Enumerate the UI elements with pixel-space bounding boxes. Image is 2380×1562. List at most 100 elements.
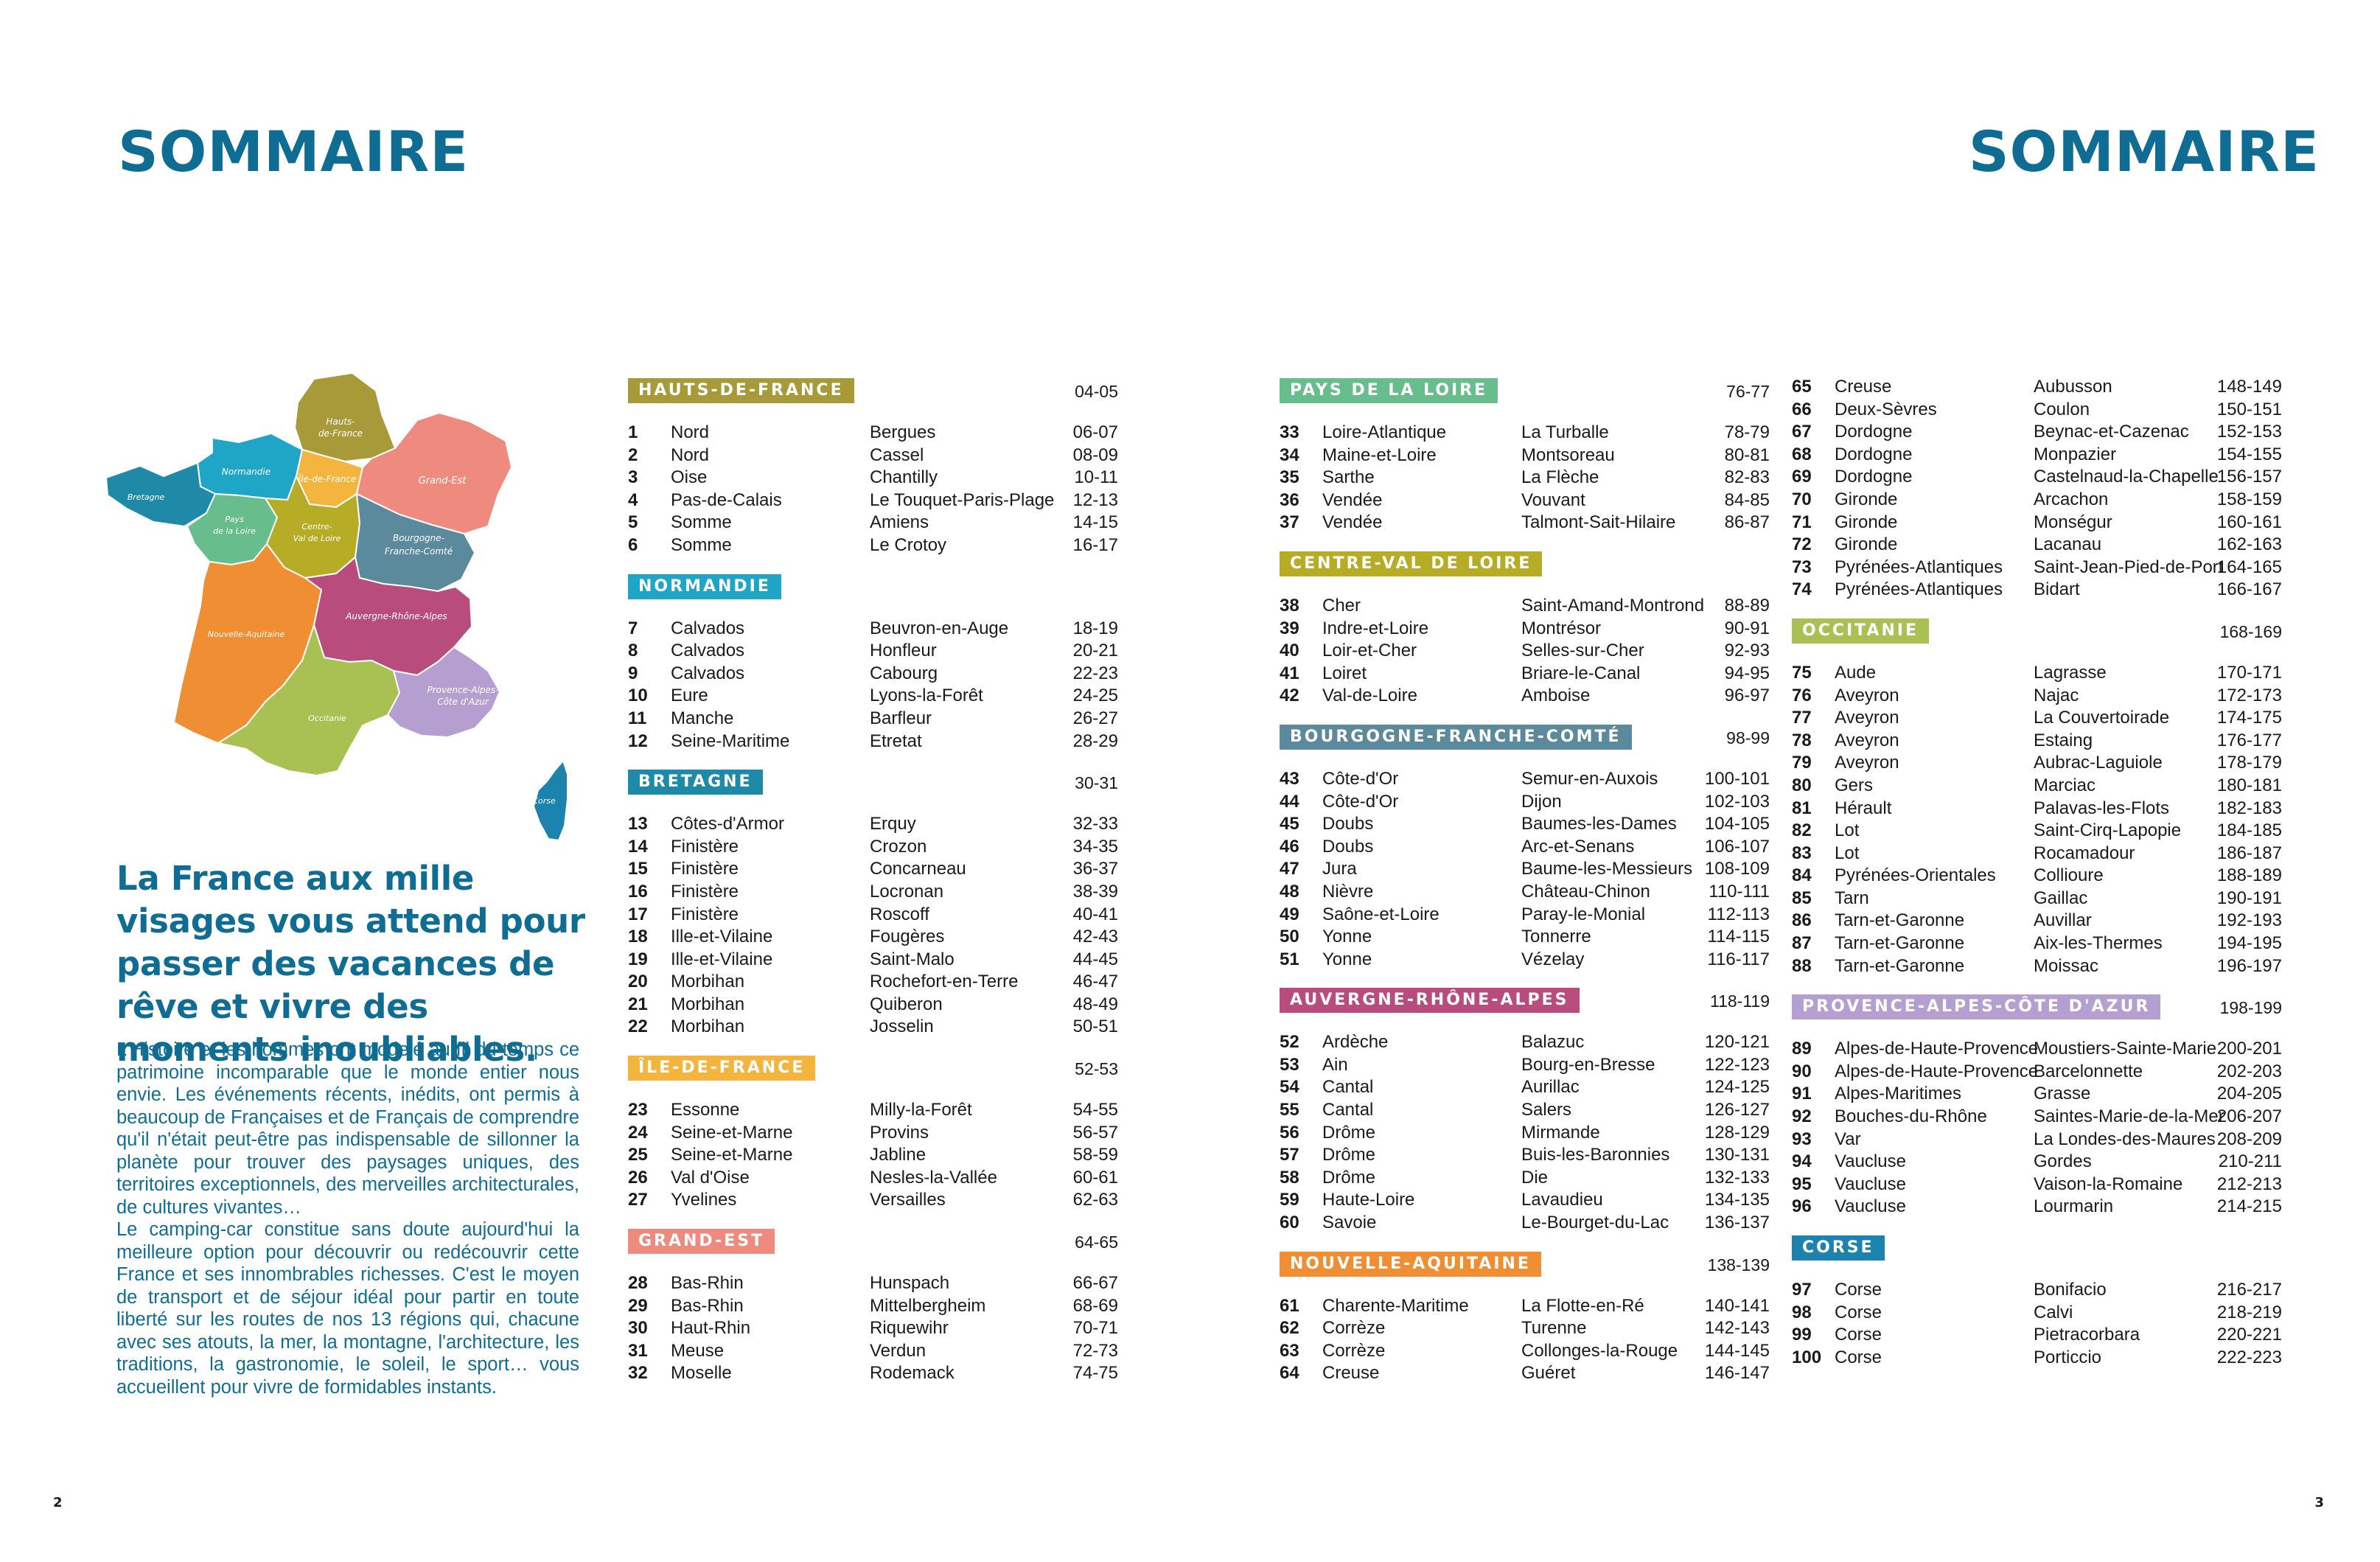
toc-entry[interactable]: 86 Tarn-et-Garonne Auvillar 192-193 (1792, 910, 2282, 932)
toc-entry[interactable]: 6 Somme Le Crotoy 16-17 (628, 534, 1118, 557)
toc-entry[interactable]: 23 Essonne Milly-la-Forêt 54-55 (628, 1099, 1118, 1122)
toc-entry[interactable]: 75 Aude Lagrasse 170-171 (1792, 662, 2282, 685)
toc-entry[interactable]: 38 Cher Saint-Amand-Montrond 88-89 (1280, 595, 1770, 618)
toc-entry[interactable]: 25 Seine-et-Marne Jabline 58-59 (628, 1144, 1118, 1167)
toc-entry[interactable]: 58 Drôme Die 132-133 (1280, 1167, 1770, 1190)
toc-entry[interactable]: 21 Morbihan Quiberon 48-49 (628, 994, 1118, 1017)
toc-entry[interactable]: 91 Alpes-Maritimes Grasse 204-205 (1792, 1083, 2282, 1106)
toc-entry[interactable]: 28 Bas-Rhin Hunspach 66-67 (628, 1272, 1118, 1295)
toc-entry[interactable]: 93 Var La Londes-des-Maures 208-209 (1792, 1129, 2282, 1151)
toc-entry[interactable]: 12 Seine-Maritime Etretat 28-29 (628, 731, 1118, 753)
toc-entry[interactable]: 83 Lot Rocamadour 186-187 (1792, 843, 2282, 865)
region-badge[interactable]: CENTRE-VAL DE LOIRE (1280, 551, 1543, 576)
toc-entry[interactable]: 64 Creuse Guéret 146-147 (1280, 1362, 1770, 1385)
toc-entry[interactable]: 7 Calvados Beuvron-en-Auge 18-19 (628, 618, 1118, 641)
toc-entry[interactable]: 60 Savoie Le-Bourget-du-Lac 136-137 (1280, 1212, 1770, 1235)
toc-entry[interactable]: 8 Calvados Honfleur 20-21 (628, 640, 1118, 663)
toc-entry[interactable]: 87 Tarn-et-Garonne Aix-les-Thermes 194-195 (1792, 932, 2282, 955)
toc-entry[interactable]: 73 Pyrénées-Atlantiques Saint-Jean-Pied-de… (1792, 557, 2282, 579)
toc-entry[interactable]: 66 Deux-Sèvres Coulon 150-151 (1792, 399, 2282, 422)
toc-entry[interactable]: 62 Corrèze Turenne 142-143 (1280, 1317, 1770, 1340)
toc-entry[interactable]: 31 Meuse Verdun 72-73 (628, 1340, 1118, 1363)
toc-entry[interactable]: 54 Cantal Aurillac 124-125 (1280, 1076, 1770, 1099)
toc-entry[interactable]: 95 Vaucluse Vaison-la-Romaine 212-213 (1792, 1174, 2282, 1196)
region-badge[interactable]: PAYS DE LA LOIRE (1280, 378, 1498, 403)
toc-entry[interactable]: 13 Côtes-d'Armor Erquy 32-33 (628, 813, 1118, 836)
toc-entry[interactable]: 97 Corse Bonifacio 216-217 (1792, 1279, 2282, 1302)
toc-entry[interactable]: 5 Somme Amiens 14-15 (628, 512, 1118, 534)
map-region-corse[interactable] (532, 759, 568, 842)
toc-entry[interactable]: 49 Saône-et-Loire Paray-le-Monial 112-113 (1280, 904, 1770, 927)
toc-entry[interactable]: 92 Bouches-du-Rhône Saintes-Marie-de-la-Me… (1792, 1106, 2282, 1129)
toc-entry[interactable]: 37 Vendée Talmont-Sait-Hilaire 86-87 (1280, 512, 1770, 534)
toc-entry[interactable]: 19 Ille-et-Vilaine Saint-Malo 44-45 (628, 949, 1118, 972)
region-badge[interactable]: AUVERGNE-RHÔNE-ALPES (1280, 988, 1580, 1014)
toc-entry[interactable]: 82 Lot Saint-Cirq-Lapopie 184-185 (1792, 820, 2282, 843)
toc-entry[interactable]: 34 Maine-et-Loire Montsoreau 80-81 (1280, 444, 1770, 467)
toc-entry[interactable]: 51 Yonne Vézelay 116-117 (1280, 949, 1770, 972)
toc-entry[interactable]: 30 Haut-Rhin Riquewihr 70-71 (628, 1317, 1118, 1340)
map-region-hauts-de-france[interactable] (293, 372, 397, 463)
toc-entry[interactable]: 79 Aveyron Aubrac-Laguiole 178-179 (1792, 752, 2282, 775)
toc-entry[interactable]: 61 Charente-Maritime La Flotte-en-Ré 140-14… (1280, 1295, 1770, 1318)
toc-entry[interactable]: 11 Manche Barfleur 26-27 (628, 708, 1118, 731)
toc-entry[interactable]: 56 Drôme Mirmande 128-129 (1280, 1122, 1770, 1145)
toc-entry[interactable]: 50 Yonne Tonnerre 114-115 (1280, 926, 1770, 949)
region-badge[interactable]: OCCITANIE (1792, 618, 1930, 644)
toc-entry[interactable]: 9 Calvados Cabourg 22-23 (628, 663, 1118, 686)
toc-entry[interactable]: 44 Côte-d'Or Dijon 102-103 (1280, 791, 1770, 814)
toc-entry[interactable]: 84 Pyrénées-Orientales Collioure 188-189 (1792, 865, 2282, 888)
toc-entry[interactable]: 16 Finistère Locronan 38-39 (628, 881, 1118, 904)
toc-entry[interactable]: 2 Nord Cassel 08-09 (628, 444, 1118, 467)
toc-entry[interactable]: 20 Morbihan Rochefort-en-Terre 46-47 (628, 971, 1118, 994)
toc-entry[interactable]: 45 Doubs Baumes-les-Dames 104-105 (1280, 813, 1770, 836)
toc-entry[interactable]: 77 Aveyron La Couvertoirade 174-175 (1792, 707, 2282, 730)
toc-entry[interactable]: 4 Pas-de-Calais Le Touquet-Paris-Plage 12-1… (628, 489, 1118, 512)
toc-entry[interactable]: 42 Val-de-Loire Amboise 96-97 (1280, 685, 1770, 708)
toc-entry[interactable]: 22 Morbihan Josselin 50-51 (628, 1016, 1118, 1039)
toc-entry[interactable]: 80 Gers Marciac 180-181 (1792, 775, 2282, 798)
toc-entry[interactable]: 40 Loir-et-Cher Selles-sur-Cher 92-93 (1280, 640, 1770, 663)
toc-entry[interactable]: 85 Tarn Gaillac 190-191 (1792, 888, 2282, 910)
toc-entry[interactable]: 99 Corse Pietracorbara 220-221 (1792, 1324, 2282, 1347)
toc-entry[interactable]: 46 Doubs Arc-et-Senans 106-107 (1280, 836, 1770, 859)
toc-entry[interactable]: 89 Alpes-de-Haute-Provence Moustiers-Saint… (1792, 1038, 2282, 1061)
toc-entry[interactable]: 98 Corse Calvi 218-219 (1792, 1302, 2282, 1325)
toc-entry[interactable]: 96 Vaucluse Lourmarin 214-215 (1792, 1196, 2282, 1218)
toc-entry[interactable]: 3 Oise Chantilly 10-11 (628, 467, 1118, 489)
toc-entry[interactable]: 10 Eure Lyons-la-Forêt 24-25 (628, 685, 1118, 708)
region-badge[interactable]: BRETAGNE (628, 770, 763, 795)
toc-entry[interactable]: 17 Finistère Roscoff 40-41 (628, 904, 1118, 927)
toc-entry[interactable]: 35 Sarthe La Flèche 82-83 (1280, 467, 1770, 489)
toc-entry[interactable]: 53 Ain Bourg-en-Bresse 122-123 (1280, 1054, 1770, 1077)
toc-entry[interactable]: 67 Dordogne Beynac-et-Cazenac 152-153 (1792, 421, 2282, 444)
toc-entry[interactable]: 27 Yvelines Versailles 62-63 (628, 1189, 1118, 1212)
toc-entry[interactable]: 59 Haute-Loire Lavaudieu 134-135 (1280, 1189, 1770, 1212)
toc-entry[interactable]: 39 Indre-et-Loire Montrésor 90-91 (1280, 618, 1770, 641)
toc-entry[interactable]: 81 Hérault Palavas-les-Flots 182-183 (1792, 798, 2282, 820)
toc-entry[interactable]: 71 Gironde Monségur 160-161 (1792, 512, 2282, 534)
toc-entry[interactable]: 14 Finistère Crozon 34-35 (628, 836, 1118, 859)
map-region-paca[interactable] (386, 646, 501, 739)
region-badge[interactable]: NORMANDIE (628, 573, 781, 599)
toc-entry[interactable]: 1 Nord Bergues 06-07 (628, 422, 1118, 444)
toc-entry[interactable]: 100 Corse Porticcio 222-223 (1792, 1347, 2282, 1370)
toc-entry[interactable]: 57 Drôme Buis-les-Baronnies 130-131 (1280, 1144, 1770, 1167)
toc-entry[interactable]: 36 Vendée Vouvant 84-85 (1280, 489, 1770, 512)
map-region-occitanie[interactable] (216, 622, 401, 777)
region-badge[interactable]: ÎLE-DE-FRANCE (628, 1056, 816, 1081)
region-badge[interactable]: GRAND-EST (628, 1229, 775, 1255)
toc-entry[interactable]: 94 Vaucluse Gordes 210-211 (1792, 1151, 2282, 1174)
region-badge[interactable]: HAUTS-DE-FRANCE (628, 378, 854, 403)
toc-entry[interactable]: 76 Aveyron Najac 172-173 (1792, 685, 2282, 708)
toc-entry[interactable]: 48 Nièvre Château-Chinon 110-111 (1280, 881, 1770, 904)
toc-entry[interactable]: 26 Val d'Oise Nesles-la-Vallée 60-61 (628, 1167, 1118, 1190)
region-badge[interactable]: NOUVELLE-AQUITAINE (1280, 1251, 1541, 1277)
toc-entry[interactable]: 78 Aveyron Estaing 176-177 (1792, 730, 2282, 753)
toc-entry[interactable]: 55 Cantal Salers 126-127 (1280, 1099, 1770, 1122)
toc-entry[interactable]: 33 Loire-Atlantique La Turballe 78-79 (1280, 422, 1770, 444)
toc-entry[interactable]: 72 Gironde Lacanau 162-163 (1792, 534, 2282, 557)
toc-entry[interactable]: 69 Dordogne Castelnaud-la-Chapelle 156-157 (1792, 466, 2282, 489)
region-badge[interactable]: BOURGOGNE-FRANCHE-COMTÉ (1280, 724, 1632, 750)
region-badge[interactable]: CORSE (1792, 1235, 1885, 1261)
